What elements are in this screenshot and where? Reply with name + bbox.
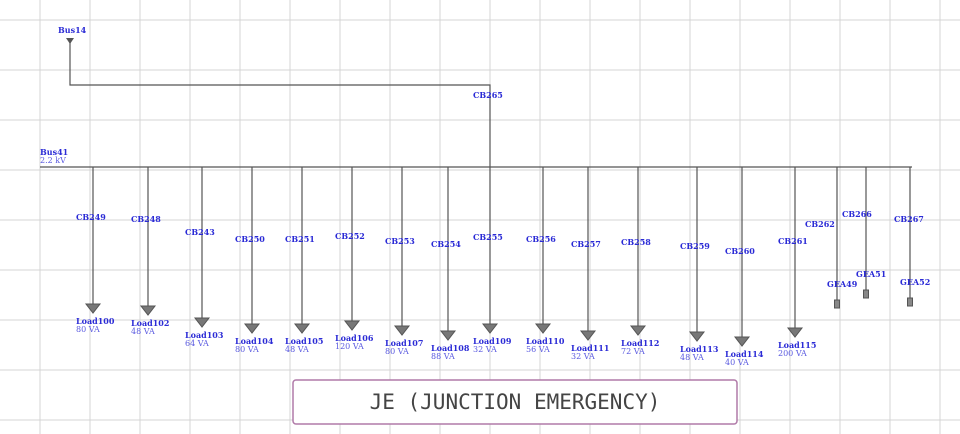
- breaker-label: CB253: [385, 236, 415, 246]
- load-label: Load108: [431, 343, 470, 353]
- breaker-label: CB243: [185, 227, 215, 237]
- load-rating: 120 VA: [335, 342, 364, 351]
- load-arrow: [243, 323, 261, 334]
- generator-icon: [834, 299, 840, 309]
- load-rating: 32 VA: [571, 352, 595, 361]
- load-rating: 80 VA: [385, 347, 409, 356]
- generator-label: GEA49: [827, 279, 858, 289]
- breaker-label: CB257: [571, 239, 601, 249]
- generator-label: GEA51: [856, 269, 886, 279]
- load-label: Load115: [778, 340, 816, 350]
- breaker-label: CB249: [76, 212, 106, 222]
- load-arrow: [193, 317, 211, 328]
- load-label: Load110: [526, 336, 565, 346]
- load-arrow: [481, 323, 499, 334]
- load-rating: 88 VA: [431, 352, 455, 361]
- load-label: Load104: [235, 336, 274, 346]
- load-label: Load103: [185, 330, 224, 340]
- load-arrow: [343, 320, 361, 331]
- main-bus-label: Bus41: [40, 147, 68, 157]
- tie-breaker-label: CB265: [473, 90, 503, 100]
- load-rating: 48 VA: [131, 327, 155, 336]
- load-rating: 40 VA: [725, 358, 749, 367]
- load-arrow: [786, 327, 804, 338]
- generator-icon: [863, 289, 869, 299]
- breaker-label: CB266: [842, 209, 872, 219]
- generator-label: GEA52: [900, 277, 930, 287]
- breaker-label: CB254: [431, 239, 461, 249]
- load-rating: 48 VA: [285, 345, 309, 354]
- load-rating: 80 VA: [235, 345, 259, 354]
- breaker-label: CB267: [894, 214, 924, 224]
- load-rating: 200 VA: [778, 349, 807, 358]
- load-label: Load111: [571, 343, 609, 353]
- breaker-label: CB261: [778, 236, 808, 246]
- load-label: Load102: [131, 318, 169, 328]
- load-label: Load106: [335, 333, 374, 343]
- load-arrow: [84, 303, 102, 314]
- tie-wire: [69, 38, 491, 167]
- breaker-label: CB256: [526, 234, 556, 244]
- load-label: Load109: [473, 336, 512, 346]
- load-label: Load113: [680, 344, 719, 354]
- load-arrow: [393, 325, 411, 336]
- load-arrow: [534, 323, 552, 334]
- load-rating: 32 VA: [473, 345, 497, 354]
- breaker-label: CB250: [235, 234, 265, 244]
- load-label: Load114: [725, 349, 764, 359]
- load-label: Load107: [385, 338, 423, 348]
- load-arrow: [439, 330, 457, 341]
- title-box: [292, 379, 738, 425]
- load-arrow: [579, 330, 597, 341]
- load-rating: 72 VA: [621, 347, 645, 356]
- breaker-label: CB262: [805, 219, 835, 229]
- load-arrow: [293, 323, 311, 334]
- load-label: Load100: [76, 316, 115, 326]
- breaker-label: CB260: [725, 246, 755, 256]
- breaker-label: CB251: [285, 234, 315, 244]
- load-arrow: [688, 331, 706, 342]
- load-rating: 56 VA: [526, 345, 550, 354]
- breaker-label: CB248: [131, 214, 161, 224]
- breaker-label: CB259: [680, 241, 710, 251]
- load-arrow: [733, 336, 751, 347]
- load-arrow: [139, 305, 157, 316]
- main-bus-voltage: 2.2 kV: [40, 156, 66, 165]
- title: JE (JUNCTION EMERGENCY): [370, 390, 661, 414]
- load-rating: 80 VA: [76, 325, 100, 334]
- load-label: Load112: [621, 338, 659, 348]
- load-label: Load105: [285, 336, 323, 346]
- breaker-label: CB258: [621, 237, 651, 247]
- breaker-label: CB252: [335, 231, 365, 241]
- load-arrow: [629, 325, 647, 336]
- generator-icon: [907, 297, 913, 307]
- load-rating: 48 VA: [680, 353, 704, 362]
- source-bus-label: Bus14: [58, 25, 87, 35]
- breaker-label: CB255: [473, 232, 503, 242]
- load-rating: 64 VA: [185, 339, 209, 348]
- bus-arrow: [66, 38, 74, 44]
